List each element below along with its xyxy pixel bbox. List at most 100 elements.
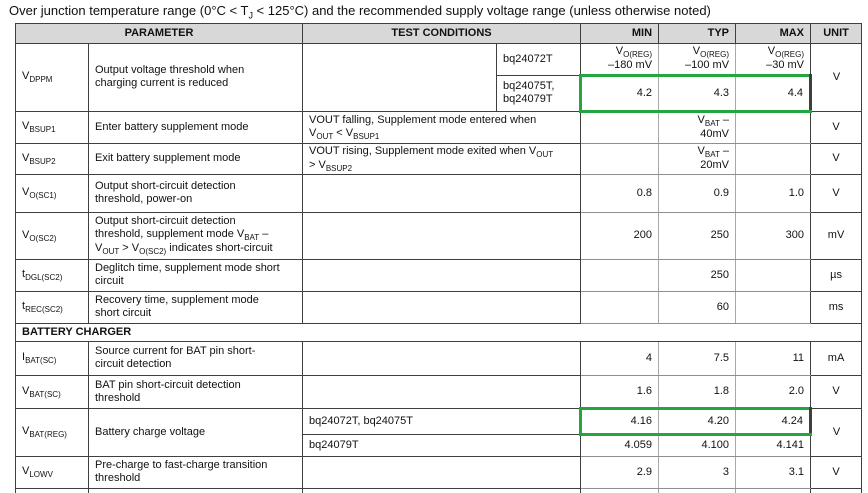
test-condition: [302, 455, 582, 489]
row-vlowv: VLOWV Pre-charge to fast-charge transiti…: [15, 455, 863, 489]
test-condition: [302, 173, 582, 213]
param-description: BAT pin short-circuit detection threshold: [87, 374, 304, 409]
max-value-highlighted: 4.24: [735, 406, 813, 436]
typ-value: 250: [658, 211, 737, 260]
test-condition: [302, 340, 582, 376]
max-value: 11: [735, 340, 812, 376]
row-vbsup1: VBSUP1 Enter battery supplement mode VOU…: [15, 110, 863, 144]
param-description: Recovery time, supplement mode short circ…: [87, 290, 304, 324]
col-header-test-conditions: TEST CONDITIONS: [302, 22, 582, 44]
typ-value: 0.9: [658, 173, 737, 213]
typ-value: [658, 487, 737, 493]
min-value: 4: [580, 340, 660, 376]
min-value: [580, 487, 660, 493]
min-value: VO(REG) –180 mV: [580, 42, 660, 76]
typ-value: 3: [658, 455, 737, 489]
param-symbol: tREC(SC2): [15, 290, 89, 324]
unit-value: V: [810, 42, 863, 112]
max-value: 300: [735, 211, 812, 260]
typ-value: 7.5: [658, 340, 737, 376]
min-value: [580, 290, 660, 324]
typ-value: VBAT –40mV: [658, 110, 737, 144]
min-value: 4.059: [580, 433, 660, 457]
row-vbatreg-variant-2: bq24079T 4.059 4.100 4.141: [16, 433, 862, 457]
section-row-battery-charger: BATTERY CHARGER: [14, 322, 863, 342]
table-caption: Over junction temperature range (0°C < T…: [9, 3, 711, 21]
col-header-max: MAX: [735, 22, 812, 44]
row-vbsup2: VBSUP2 Exit battery supplement mode VOUT…: [15, 142, 863, 175]
row-vdppm: VDPPM Output voltage threshold when charg…: [15, 42, 863, 112]
spec-table: PARAMETER TEST CONDITIONS MIN TYP MAX UN…: [14, 22, 863, 493]
param-description: Deglitch time, supplement mode short circ…: [87, 258, 304, 292]
row-vosc1: VO(SC1) Output short-circuit detection th…: [15, 173, 863, 213]
unit-value: V: [810, 142, 863, 175]
device-variant: bq24079T: [302, 433, 582, 457]
row-trec: tREC(SC2) Recovery time, supplement mode…: [15, 290, 863, 324]
typ-value-highlighted: 4.20: [658, 406, 737, 436]
param-symbol: VO(SC1): [15, 173, 89, 213]
max-value: [735, 487, 812, 493]
unit-value: [810, 487, 863, 493]
row-tdgl: tDGL(SC2) Deglitch time, supplement mode…: [15, 258, 863, 292]
test-condition: [302, 42, 498, 112]
typ-value: VBAT –20mV: [658, 142, 737, 175]
col-header-unit: UNIT: [810, 22, 863, 44]
param-description: Source current for BAT pin short-circuit…: [87, 340, 304, 376]
param-symbol: VBAT(SC): [15, 374, 89, 409]
min-value: [580, 258, 660, 292]
param-description: Enter battery supplement mode: [87, 110, 304, 144]
row-vbatsc: VBAT(SC) BAT pin short-circuit detection…: [15, 374, 863, 409]
test-condition: [302, 211, 582, 260]
param-description: Exit battery supplement mode: [87, 142, 304, 175]
max-value: [735, 258, 812, 292]
min-value: 200: [580, 211, 660, 260]
min-value: 2.9: [580, 455, 660, 489]
param-description: Pre-charge to fast-charge transition thre…: [87, 455, 304, 489]
param-description: Output short-circuit detection threshold,…: [87, 173, 304, 213]
row-ibatsc: IBAT(SC) Source current for BAT pin shor…: [15, 340, 863, 376]
test-condition: [302, 258, 582, 292]
min-value: 1.6: [580, 374, 660, 409]
header-row: PARAMETER TEST CONDITIONS MIN TYP MAX UN…: [14, 22, 863, 44]
typ-value: VO(REG) –100 mV: [658, 42, 737, 76]
max-value: 1.0: [735, 173, 812, 213]
typ-value: 4.100: [658, 433, 737, 457]
min-value: 0.8: [580, 173, 660, 213]
section-title: BATTERY CHARGER: [14, 322, 863, 342]
typ-value: 250: [658, 258, 737, 292]
param-symbol: VBSUP2: [15, 142, 89, 175]
param-symbol: VO(SC2): [15, 211, 89, 260]
param-symbol: VBAT(REG): [15, 407, 89, 457]
row-vbatreg: VBAT(REG) Battery charge voltage bq24072…: [15, 406, 863, 457]
unit-value: V: [810, 407, 863, 457]
typ-value-highlighted: 4.3: [658, 73, 737, 113]
test-condition: VOUT rising, Supplement mode exited when…: [302, 142, 582, 175]
max-value: 2.0: [735, 374, 812, 409]
unit-value: V: [810, 110, 863, 144]
col-header-min: MIN: [580, 22, 660, 44]
col-header-typ: TYP: [658, 22, 737, 44]
test-condition: VOUT falling, Supplement mode entered wh…: [302, 110, 582, 144]
max-value-highlighted: 4.4: [735, 73, 813, 113]
min-value: [580, 110, 660, 144]
typ-value: 1.8: [658, 374, 737, 409]
param-description: Battery charge voltage: [87, 407, 304, 457]
test-condition: [302, 487, 582, 493]
param-symbol: VBSUP1: [15, 110, 89, 144]
unit-value: mV: [810, 211, 863, 260]
test-condition: [302, 290, 582, 324]
max-value: [735, 290, 812, 324]
param-symbol: VLOWV: [15, 455, 89, 489]
max-value: VO(REG) –30 mV: [735, 42, 812, 76]
row-clipped: [15, 487, 863, 493]
unit-value: ms: [810, 290, 863, 324]
min-value-highlighted: 4.16: [579, 406, 660, 436]
device-variant: bq24072T: [496, 42, 582, 76]
param-symbol: VDPPM: [15, 42, 89, 112]
min-value: [580, 142, 660, 175]
max-value: [735, 110, 812, 144]
row-vdppm-variant-2: bq24075T, bq24079T 4.2 4.3 4.4: [16, 73, 862, 113]
max-value: 4.141: [735, 433, 812, 457]
param-symbol: IBAT(SC): [15, 340, 89, 376]
